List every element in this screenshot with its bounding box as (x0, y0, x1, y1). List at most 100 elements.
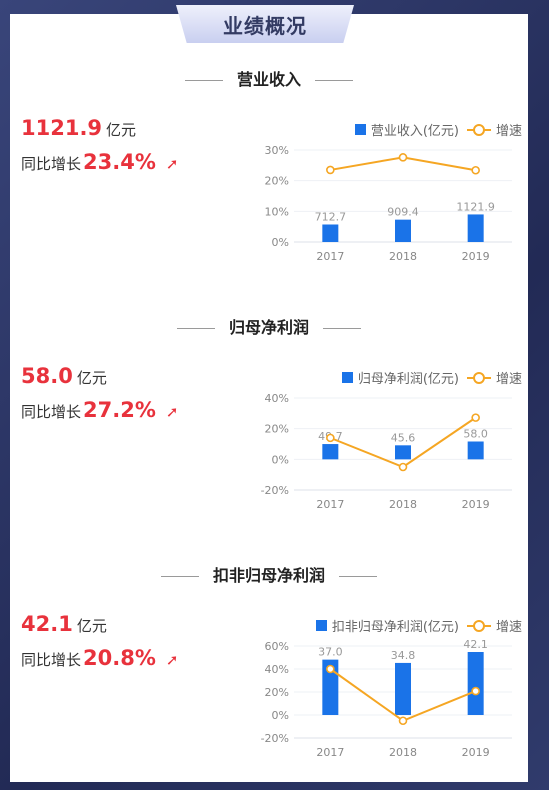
growth-row: 同比增长27.2% ➚ (21, 398, 178, 422)
legend-bar-label: 扣非归母净利润(亿元) (331, 620, 459, 635)
legend-line-label: 增速 (495, 372, 522, 387)
y-tick-label: 20% (265, 423, 289, 436)
legend-bar-label: 归母净利润(亿元) (357, 372, 459, 387)
growth-point (471, 165, 480, 175)
bar-legend-swatch (341, 372, 353, 383)
value-unit: 亿元 (76, 369, 107, 387)
x-tick-label: 2017 (316, 746, 344, 759)
y-tick-label: -20% (261, 732, 289, 745)
section-title: 营业收入 (236, 70, 301, 89)
bar (322, 444, 339, 460)
line-legend-swatch (466, 371, 491, 384)
section-deducted-net-profit: 扣非归母净利润 42.1 亿元 同比增长20.8% ➚ 扣非归母净利润(亿元) 增速 … (10, 510, 528, 759)
bar (395, 662, 411, 715)
bar-data-label: 712.7 (315, 210, 347, 223)
growth-point (326, 433, 335, 443)
y-tick-label: 60% (265, 640, 289, 653)
x-tick-label: 2018 (389, 746, 417, 759)
bar-legend-swatch (315, 620, 327, 631)
up-arrow-icon: ➚ (165, 155, 179, 173)
section-net-profit: 归母净利润 58.0 亿元 同比增长27.2% ➚ 归母净利润(亿元) 增速 -20%… (10, 262, 528, 511)
growth-point (471, 686, 480, 696)
bar-data-label: 45.6 (391, 431, 416, 444)
y-tick-label: -20% (261, 484, 289, 497)
title-divider-right (339, 576, 377, 577)
bar (395, 219, 411, 242)
page-title: 业绩概况 (176, 5, 354, 43)
value-number: 1121.9 (21, 116, 103, 140)
section-title: 扣非归母净利润 (212, 566, 325, 585)
bar (322, 224, 339, 242)
value-unit: 亿元 (106, 121, 137, 139)
bar (467, 652, 484, 715)
y-tick-label: 10% (265, 205, 289, 218)
bar-data-label: 909.4 (387, 206, 419, 219)
chart-legend: 扣非归母净利润(亿元) 增速 (315, 616, 522, 635)
bar-data-label: 34.8 (391, 649, 416, 662)
y-tick-label: 40% (265, 663, 289, 676)
y-tick-label: 40% (265, 392, 289, 405)
x-tick-label: 2019 (462, 250, 490, 263)
bar-data-label: 42.1 (463, 638, 488, 651)
growth-label: 同比增长 (21, 651, 82, 669)
title-divider-right (323, 328, 361, 329)
value-unit: 亿元 (76, 617, 107, 635)
title-divider-left (160, 576, 199, 577)
growth-point (326, 664, 335, 674)
up-arrow-icon: ➚ (165, 651, 179, 669)
growth-point (471, 413, 480, 422)
bar-legend-swatch (354, 124, 366, 135)
section-title: 归母净利润 (228, 318, 309, 337)
chart-legend: 归母净利润(亿元) 增速 (341, 368, 522, 387)
y-tick-label: 0% (272, 453, 289, 466)
headline-value: 58.0 亿元 (21, 364, 107, 388)
headline-value: 42.1 亿元 (21, 612, 107, 636)
chart-legend: 营业收入(亿元) 增速 (354, 120, 522, 139)
growth-label: 同比增长 (21, 155, 82, 173)
growth-point (398, 716, 408, 726)
y-tick-label: 20% (265, 686, 289, 699)
growth-value: 23.4% (83, 150, 156, 174)
bar (467, 214, 484, 242)
y-tick-label: 20% (265, 175, 289, 188)
up-arrow-icon: ➚ (165, 403, 179, 421)
growth-label: 同比增长 (21, 403, 82, 421)
x-tick-label: 2018 (389, 250, 417, 263)
value-number: 58.0 (21, 364, 73, 388)
title-divider-left (176, 328, 215, 329)
line-legend-swatch (466, 619, 491, 632)
x-tick-label: 2018 (389, 498, 417, 511)
x-tick-label: 2019 (462, 746, 490, 759)
bar-data-label: 37.0 (318, 646, 343, 659)
value-number: 42.1 (21, 612, 73, 636)
title-divider-right (315, 80, 353, 81)
x-tick-label: 2017 (316, 498, 344, 511)
growth-point (398, 153, 408, 162)
growth-value: 20.8% (83, 646, 156, 670)
y-tick-label: 0% (272, 236, 289, 249)
x-tick-label: 2017 (316, 250, 344, 263)
bar (322, 659, 339, 715)
headline-value: 1121.9 亿元 (21, 116, 136, 140)
legend-line-label: 增速 (495, 124, 522, 139)
x-tick-label: 2019 (462, 498, 490, 511)
legend-line-label: 增速 (495, 620, 522, 635)
title-divider-left (184, 80, 223, 81)
y-tick-label: 0% (272, 709, 289, 722)
growth-point (326, 165, 335, 175)
line-legend-swatch (466, 123, 491, 136)
growth-value: 27.2% (83, 398, 156, 422)
revenue-chart: 0% 10% 20% 30% 712.7 2017 909.4 2018 1121.9 2019 (265, 144, 512, 263)
legend-bar-label: 营业收入(亿元) (370, 124, 459, 139)
section-revenue: 营业收入 1121.9 亿元 同比增长23.4% ➚ 营业收入(亿元) 增速 0% 10… (10, 14, 528, 263)
bar (467, 441, 484, 460)
y-tick-label: 30% (265, 144, 289, 157)
bar (395, 445, 411, 460)
growth-point (398, 462, 408, 472)
deducted-net-profit-chart: -20% 0% 20% 40% 60% 37.0 2017 34.8 2018 42.1 2019 (261, 638, 512, 759)
growth-row: 同比增长23.4% ➚ (21, 150, 178, 174)
growth-row: 同比增长20.8% ➚ (21, 646, 178, 670)
bar-data-label: 1121.9 (456, 200, 495, 213)
bar-data-label: 58.0 (463, 428, 488, 441)
